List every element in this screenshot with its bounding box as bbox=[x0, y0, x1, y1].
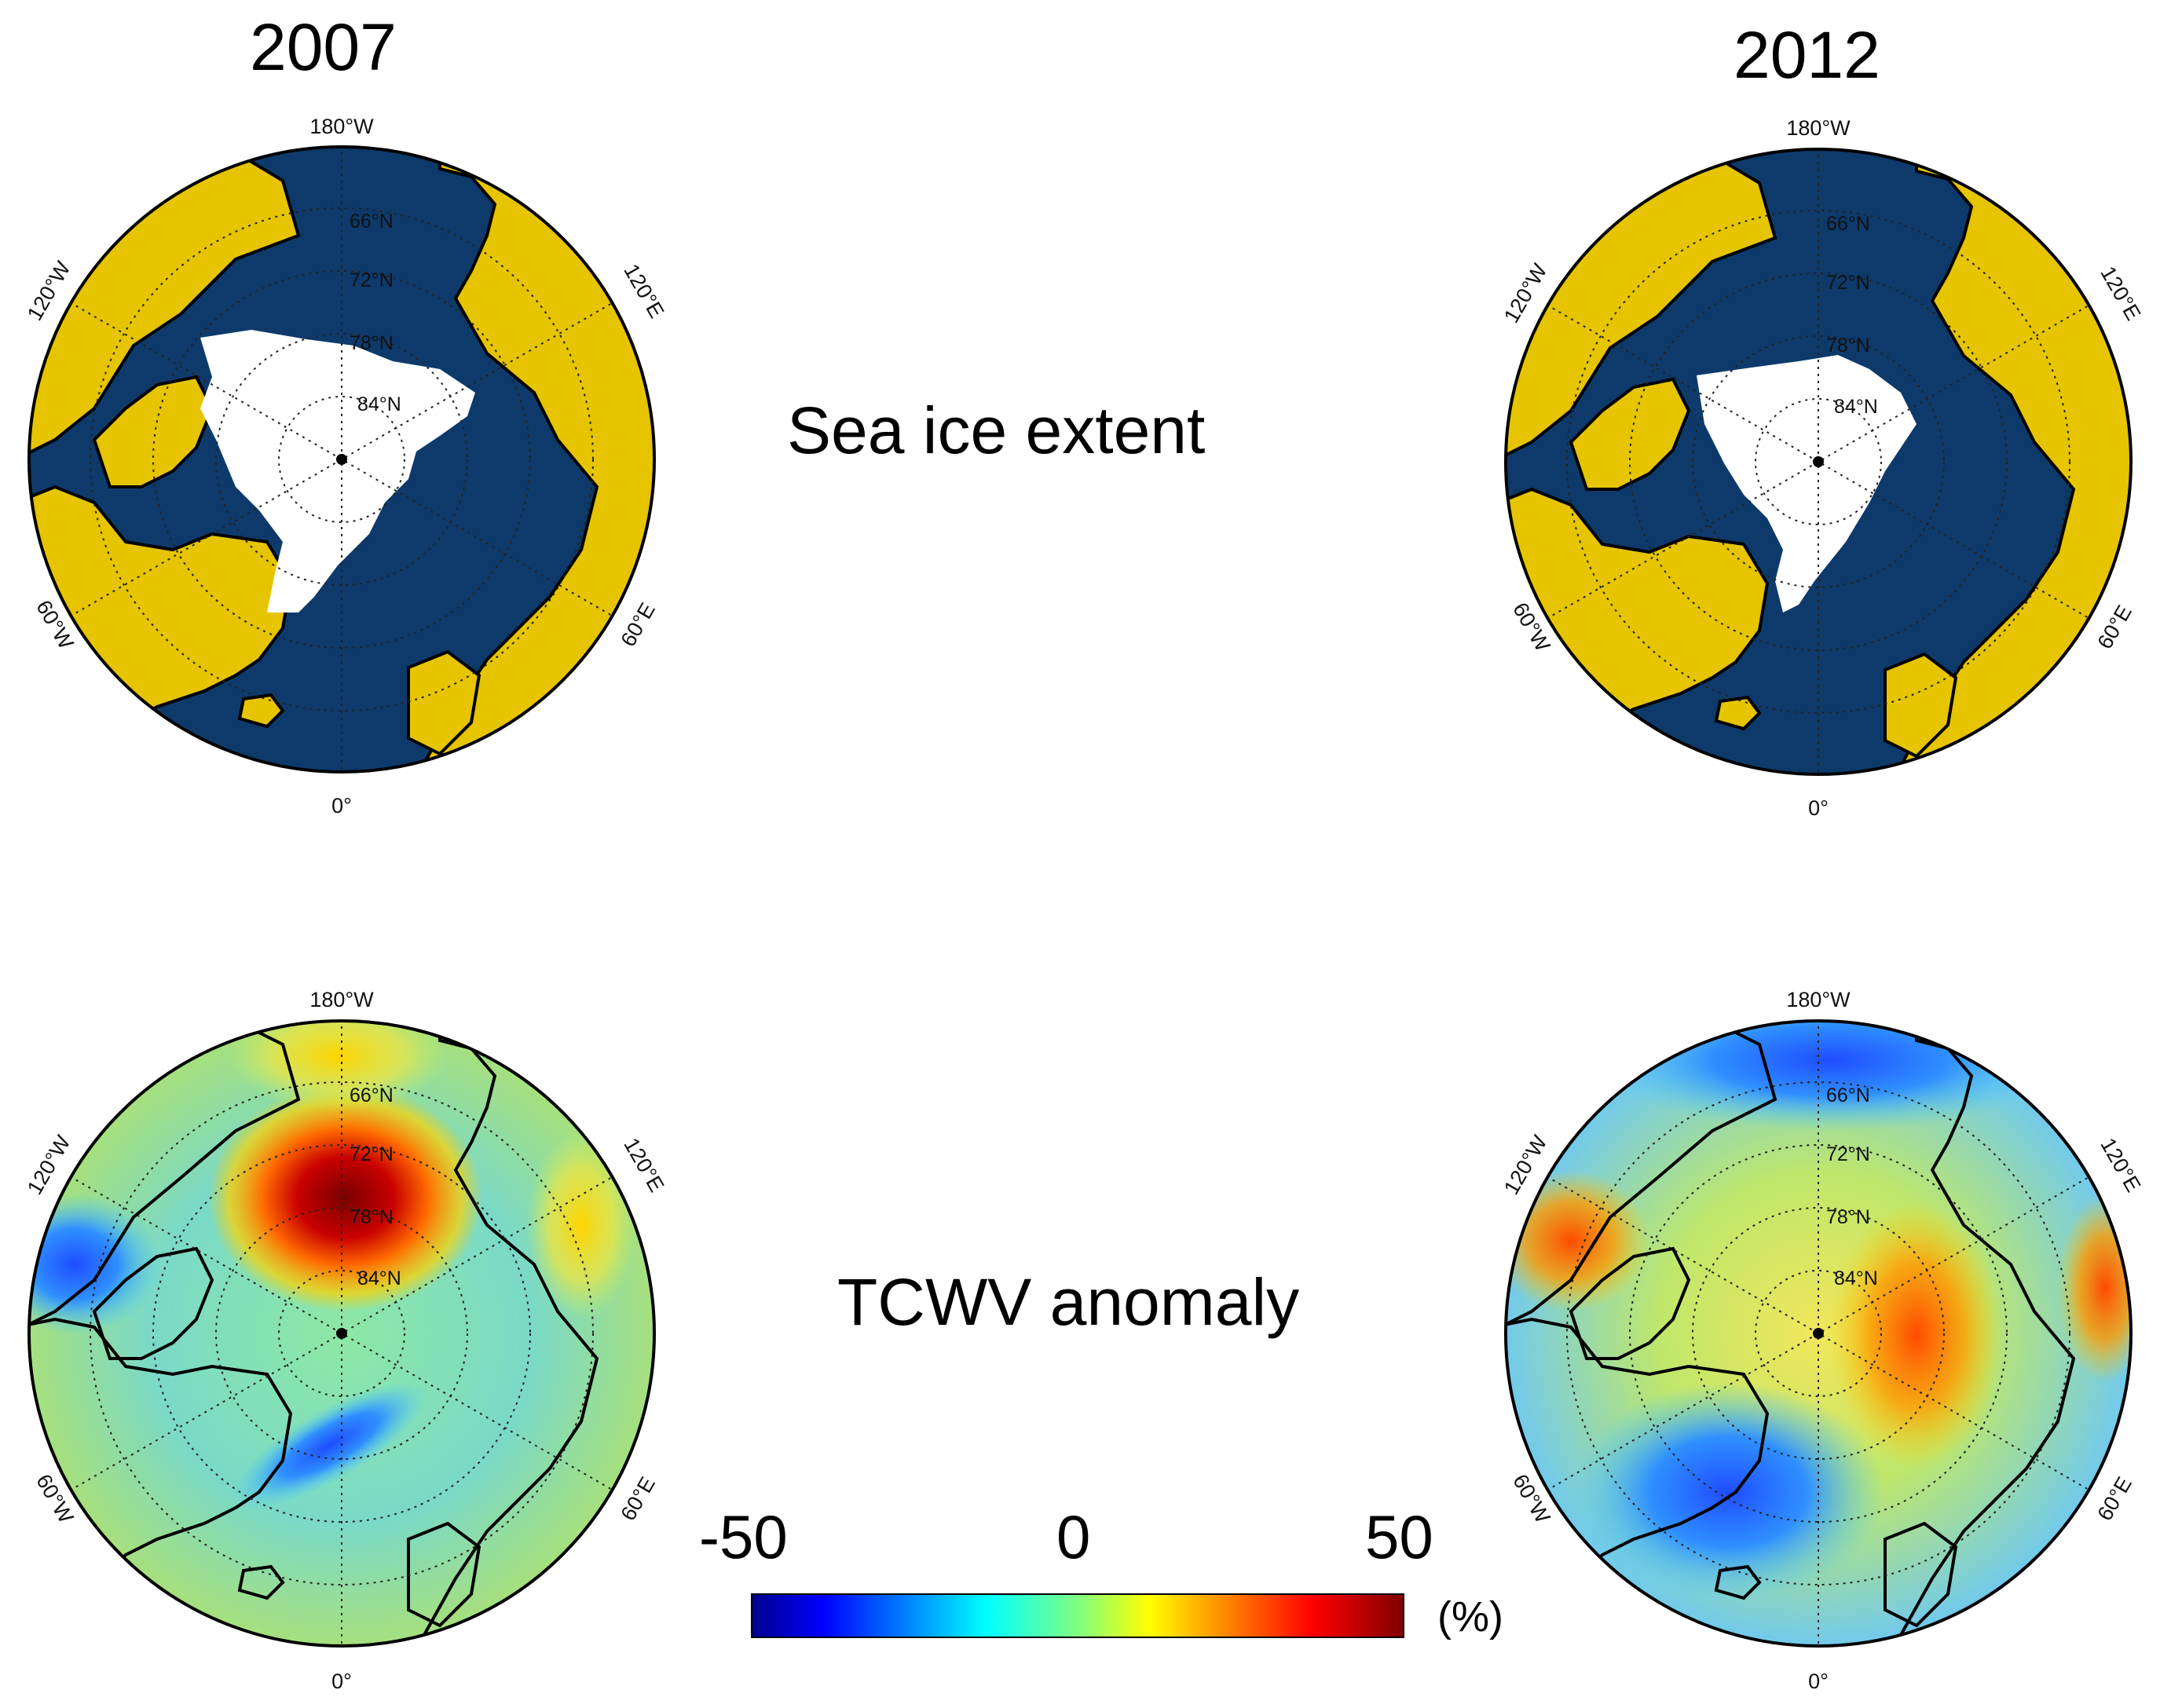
tcwv-anomaly-negative bbox=[232, 1381, 427, 1509]
lat-label-84n: 84°N bbox=[357, 1267, 401, 1289]
tcwv-anomaly-positive bbox=[208, 1084, 483, 1311]
land-area bbox=[92, 375, 214, 488]
lat-label-84n: 84°N bbox=[1834, 396, 1878, 418]
lat-label-66n: 66°N bbox=[350, 1084, 394, 1106]
lon-label-60e: 60°E bbox=[2093, 1473, 2136, 1525]
lat-label-66n: 66°N bbox=[1826, 213, 1870, 235]
row-label-sea-ice: Sea ice extent bbox=[787, 393, 1206, 467]
lat-label-84n: 84°N bbox=[1834, 1267, 1878, 1289]
year-title-2007: 2007 bbox=[250, 10, 397, 84]
land-area bbox=[237, 693, 285, 729]
lat-label-66n: 66°N bbox=[350, 210, 394, 232]
land-area bbox=[392, 147, 654, 772]
colorbar-gradient bbox=[751, 1593, 1404, 1638]
lon-label-120e: 120°E bbox=[619, 1134, 668, 1196]
lat-label-66n: 66°N bbox=[1826, 1084, 1870, 1106]
land-area bbox=[1884, 652, 1958, 759]
lon-label-180w: 180°W bbox=[1786, 116, 1851, 140]
lon-label-0: 0° bbox=[1808, 1670, 1829, 1693]
tcwv-anomaly-positive bbox=[526, 1131, 636, 1319]
lon-label-120e: 120°E bbox=[619, 260, 668, 322]
lon-label-0: 0° bbox=[331, 794, 352, 817]
map-sea-ice-2007 bbox=[27, 145, 656, 774]
lat-label-72n: 72°N bbox=[350, 1143, 394, 1165]
map-sea-ice-2012 bbox=[1504, 148, 2133, 776]
map-tcwv-2012 bbox=[1504, 1019, 2133, 1648]
sea-ice bbox=[200, 330, 475, 613]
lon-label-180w: 180°W bbox=[309, 115, 374, 138]
land-area bbox=[407, 649, 481, 756]
land-area bbox=[1869, 149, 2131, 774]
land-area bbox=[1569, 377, 1691, 491]
lon-label-60e: 60°E bbox=[617, 599, 660, 651]
lon-label-120e: 120°E bbox=[2096, 1134, 2145, 1196]
lat-label-78n: 78°N bbox=[1826, 335, 1870, 357]
tcwv-anomaly-positive bbox=[228, 1021, 448, 1111]
sea-ice bbox=[1697, 355, 1917, 613]
lon-label-180w: 180°W bbox=[309, 988, 374, 1011]
colorbar-max-label: 50 bbox=[1365, 1502, 1433, 1571]
lat-label-72n: 72°N bbox=[350, 269, 394, 291]
lat-label-72n: 72°N bbox=[1826, 1143, 1870, 1165]
colorbar-unit-label: (%) bbox=[1437, 1593, 1503, 1640]
tcwv-anomaly-positive bbox=[1830, 1201, 2003, 1468]
tcwv-anomaly-positive bbox=[2058, 1194, 2131, 1382]
tcwv-anomaly-negative bbox=[1571, 1382, 1885, 1602]
colorbar-mid-label: 0 bbox=[1056, 1502, 1091, 1571]
lat-label-84n: 84°N bbox=[357, 393, 401, 415]
lon-label-180w: 180°W bbox=[1786, 988, 1851, 1011]
lon-label-0: 0° bbox=[1808, 796, 1829, 820]
lon-label-0: 0° bbox=[331, 1670, 352, 1693]
lat-label-78n: 78°N bbox=[350, 1206, 394, 1228]
lat-label-78n: 78°N bbox=[350, 332, 394, 354]
land-area bbox=[1714, 695, 1762, 731]
lat-label-72n: 72°N bbox=[1826, 272, 1870, 294]
row-label-tcwv: TCWV anomaly bbox=[837, 1265, 1300, 1339]
colorbar bbox=[751, 1593, 1404, 1638]
map-tcwv-2007 bbox=[27, 1019, 656, 1648]
lon-label-60e: 60°E bbox=[2093, 602, 2136, 653]
colorbar-min-label: -50 bbox=[699, 1502, 788, 1571]
lon-label-120e: 120°E bbox=[2096, 262, 2145, 324]
lon-label-60e: 60°E bbox=[617, 1473, 660, 1525]
lat-label-78n: 78°N bbox=[1826, 1206, 1870, 1228]
year-title-2012: 2012 bbox=[1733, 18, 1880, 92]
